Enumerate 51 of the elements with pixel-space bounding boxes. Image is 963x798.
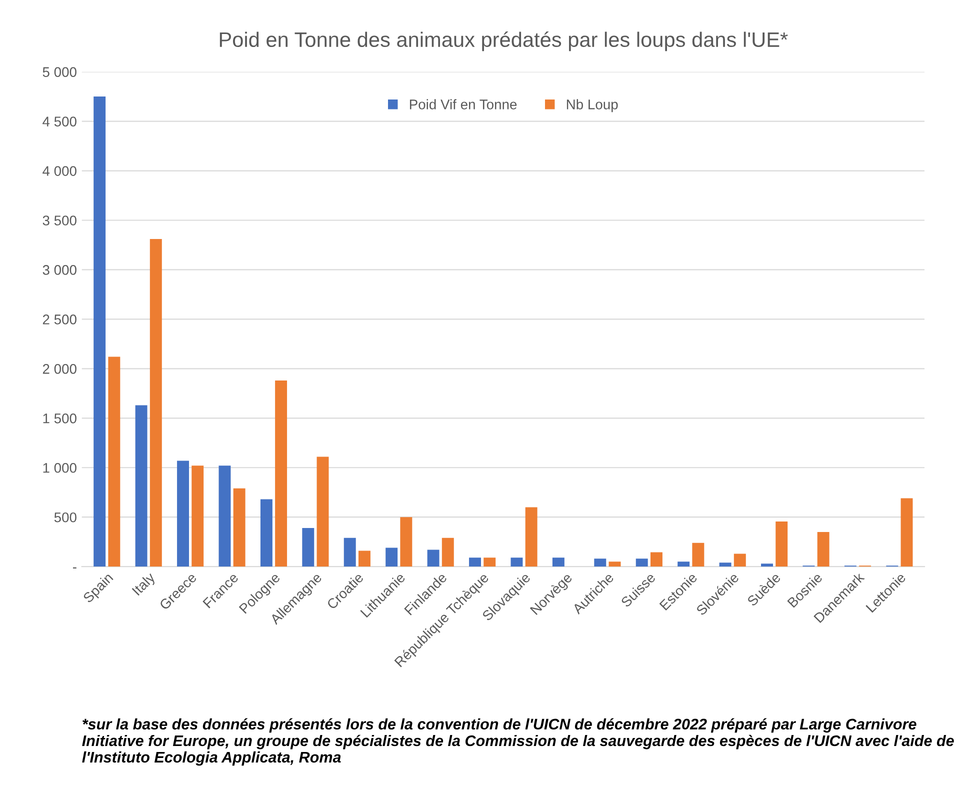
y-tick-label: 4 500 bbox=[42, 116, 76, 126]
bar bbox=[900, 498, 913, 567]
chart-title: Poid en Tonne des animaux prédatés par les loups dans l'UE* bbox=[220, 31, 788, 52]
bar bbox=[469, 558, 481, 567]
bar bbox=[192, 466, 204, 567]
y-tick-label: 3 000 bbox=[42, 265, 76, 275]
bar bbox=[316, 456, 329, 567]
bar bbox=[94, 96, 106, 567]
bar bbox=[386, 548, 398, 567]
y-tick-label: 4 000 bbox=[42, 166, 76, 176]
bar bbox=[150, 239, 162, 567]
legend-label: Poid Vif en Tonne bbox=[410, 99, 517, 110]
bar bbox=[358, 550, 370, 567]
bar bbox=[776, 522, 788, 567]
bar bbox=[734, 554, 746, 567]
bar bbox=[692, 542, 704, 567]
bar bbox=[608, 562, 621, 567]
bar bbox=[650, 552, 662, 567]
bar bbox=[719, 562, 732, 567]
y-tick-label: - bbox=[72, 567, 76, 568]
bar bbox=[510, 558, 523, 567]
x-tick-label: Italy bbox=[131, 571, 158, 598]
bar bbox=[678, 562, 690, 567]
y-tick-label: 2 500 bbox=[42, 314, 76, 324]
bar bbox=[636, 558, 648, 567]
bar bbox=[233, 488, 246, 567]
bar bbox=[817, 532, 830, 567]
y-tick-label: 1 500 bbox=[43, 413, 76, 424]
bar bbox=[275, 380, 288, 567]
bar bbox=[260, 499, 272, 567]
bar bbox=[594, 558, 606, 567]
bar bbox=[761, 564, 773, 567]
text: *sur la base des données présentés lors de la convention de l'UICN de décembre 2022 préparé par Large Carnivore Initiative for Europe, un groupe de spécialistes de la Commission de la sauvegarde des espèces de l'UICN avec l'aide de l'Instituto Ecologia Applicata, Roma bbox=[82, 718, 954, 766]
bar bbox=[525, 507, 538, 567]
bar bbox=[427, 550, 440, 567]
bar bbox=[552, 558, 564, 567]
bar bbox=[442, 538, 454, 567]
bar bbox=[344, 538, 356, 567]
y-tick-label: 500 bbox=[54, 512, 76, 522]
bar bbox=[302, 528, 314, 567]
y-tick-label: 5 000 bbox=[42, 67, 76, 77]
y-tick-label: 1 000 bbox=[43, 462, 76, 473]
legend-label: Nb Loup bbox=[566, 99, 618, 112]
bar bbox=[484, 558, 496, 567]
bar bbox=[135, 405, 148, 567]
bar bbox=[400, 517, 412, 567]
bar bbox=[108, 356, 120, 567]
y-tick-label: 2 000 bbox=[42, 364, 76, 374]
bar bbox=[218, 466, 231, 567]
y-tick-label: 3 500 bbox=[42, 216, 76, 226]
bar bbox=[177, 460, 189, 567]
